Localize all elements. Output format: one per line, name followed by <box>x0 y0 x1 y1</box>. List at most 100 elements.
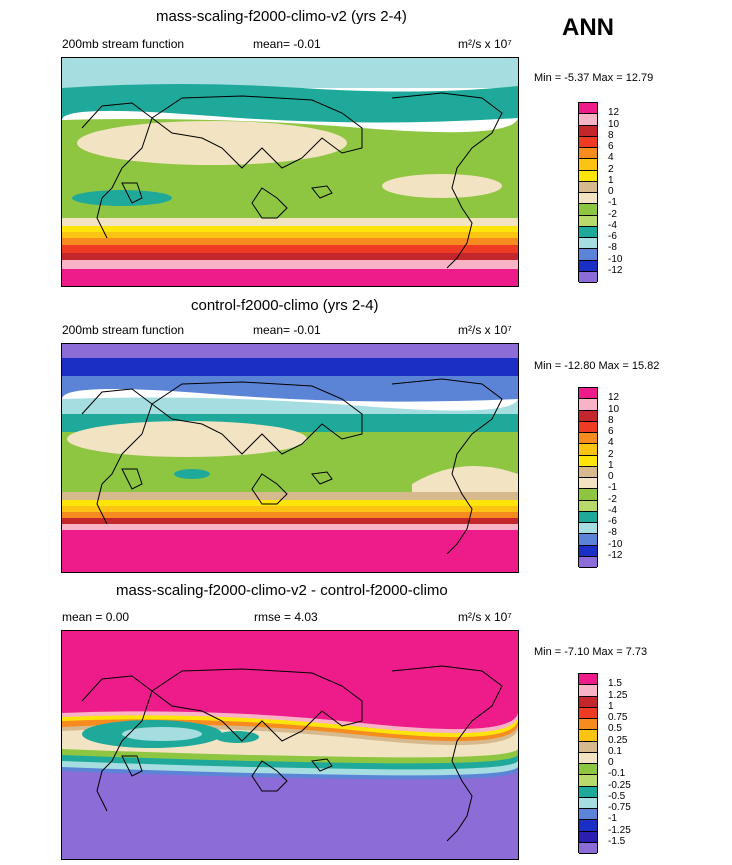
panel1-variable-label: 200mb stream function <box>62 37 185 51</box>
colorbar-tick-label: -10 <box>608 538 623 550</box>
colorbar-swatch <box>579 249 597 261</box>
colorbar-tick-label: 8 <box>608 129 614 141</box>
colorbar-tick-label: -1 <box>608 197 617 209</box>
colorbar-swatch <box>579 181 597 193</box>
colorbar-tick-label: -10 <box>608 253 623 265</box>
colorbar-tick-label: 0.25 <box>608 734 628 746</box>
colorbar-tick-label: 6 <box>608 141 614 152</box>
colorbar-tick-label: 0.5 <box>608 723 622 735</box>
colorbar-tick-label: -8 <box>608 527 617 539</box>
colorbar-tick-label: 12 <box>608 107 620 119</box>
colorbar-tick-label: 2 <box>608 448 614 460</box>
colorbar-swatch <box>579 125 597 137</box>
colorbar-swatch <box>579 103 597 115</box>
colorbar-swatch <box>579 500 597 512</box>
colorbar-swatch <box>579 523 597 535</box>
colorbar-tick-label: 10 <box>608 403 620 415</box>
colorbar-tick-label: -12 <box>608 549 623 561</box>
band <box>62 530 518 572</box>
colorbar-tick-label: -0.1 <box>608 768 626 780</box>
panel3-title: mass-scaling-f2000-climo-v2 - control-f2… <box>116 582 448 599</box>
colorbar-swatch <box>579 421 597 433</box>
band <box>62 397 518 414</box>
colorbar-swatch <box>579 534 597 546</box>
band <box>62 269 518 286</box>
panel1-units-label: m²/s x 10⁷ <box>458 37 512 51</box>
band <box>62 771 518 859</box>
colorbar-swatch <box>579 707 597 719</box>
panel1-title: mass-scaling-f2000-climo-v2 (yrs 2-4) <box>156 8 407 25</box>
colorbar-swatch <box>579 775 597 787</box>
colorbar-swatch <box>579 556 597 568</box>
colorbar-swatch <box>579 410 597 422</box>
colorbar-swatch <box>579 696 597 708</box>
colorbar-swatch <box>579 388 597 400</box>
band <box>62 253 518 260</box>
band <box>62 358 518 376</box>
band <box>62 344 518 358</box>
band <box>62 518 518 524</box>
colorbar-tick-label: 2 <box>608 163 614 175</box>
band <box>62 232 518 238</box>
colorbar-swatch <box>579 466 597 478</box>
colorbar-swatch <box>579 741 597 753</box>
panel2-variable-label: 200mb stream function <box>62 323 185 337</box>
panel2-colorbar <box>578 387 598 568</box>
feature <box>215 731 259 743</box>
colorbar-tick-label: 4 <box>608 437 614 449</box>
colorbar-tick-label: -0.75 <box>608 802 631 813</box>
panel1-map-svg <box>62 58 518 286</box>
panel2-mean-label: mean= -0.01 <box>253 323 321 337</box>
colorbar-swatch <box>579 238 597 250</box>
colorbar-tick-label: -2 <box>608 493 617 505</box>
panel2-title: control-f2000-climo (yrs 2-4) <box>191 297 379 314</box>
band <box>62 58 518 88</box>
colorbar-swatch <box>579 545 597 557</box>
colorbar-tick-label: 0 <box>608 757 614 768</box>
band <box>62 500 518 506</box>
colorbar-swatch <box>579 809 597 821</box>
colorbar-swatch <box>579 511 597 523</box>
colorbar-tick-label: -0.5 <box>608 790 626 802</box>
band <box>62 84 518 123</box>
panel2-map-svg <box>62 344 518 572</box>
colorbar-tick-label: 4 <box>608 152 614 164</box>
band <box>62 506 518 512</box>
colorbar-tick-label: 1 <box>608 174 614 186</box>
colorbar-tick-label: -1.25 <box>608 824 631 836</box>
colorbar-tick-label: -1.5 <box>608 835 626 847</box>
coastlines <box>81 92 503 269</box>
panel3-rmse-label: rmse = 4.03 <box>254 610 318 624</box>
band <box>62 260 518 269</box>
panel2-units-label: m²/s x 10⁷ <box>458 323 512 337</box>
feature <box>382 174 502 198</box>
colorbar-tick-label: -2 <box>608 208 617 220</box>
colorbar-tick-label: -6 <box>608 231 617 242</box>
colorbar-swatch <box>579 148 597 160</box>
colorbar-tick-label: 12 <box>608 392 620 404</box>
colorbar-swatch <box>579 114 597 126</box>
colorbar-tick-label: 0 <box>608 471 614 482</box>
colorbar-tick-label: 1.5 <box>608 678 622 690</box>
panel1-colorbar <box>578 102 598 283</box>
band <box>62 245 518 253</box>
band <box>62 492 518 500</box>
feature <box>122 727 202 741</box>
coastlines <box>81 665 503 842</box>
colorbar-tick-label: 1 <box>608 459 614 471</box>
colorbar-swatch <box>579 489 597 501</box>
panel3-map <box>61 630 519 860</box>
colorbar-tick-label: 10 <box>608 118 620 130</box>
colorbar-swatch <box>579 399 597 411</box>
band <box>62 226 518 232</box>
colorbar-tick-label: 0.75 <box>608 712 628 723</box>
colorbar-tick-label: 0.1 <box>608 745 622 757</box>
colorbar-tick-label: -1 <box>608 813 617 825</box>
colorbar-swatch <box>579 831 597 843</box>
colorbar-tick-label: 6 <box>608 426 614 437</box>
colorbar-tick-label: -12 <box>608 264 623 276</box>
colorbar-swatch <box>579 674 597 686</box>
colorbar-swatch <box>579 444 597 456</box>
colorbar-swatch <box>579 455 597 467</box>
colorbar-swatch <box>579 730 597 742</box>
